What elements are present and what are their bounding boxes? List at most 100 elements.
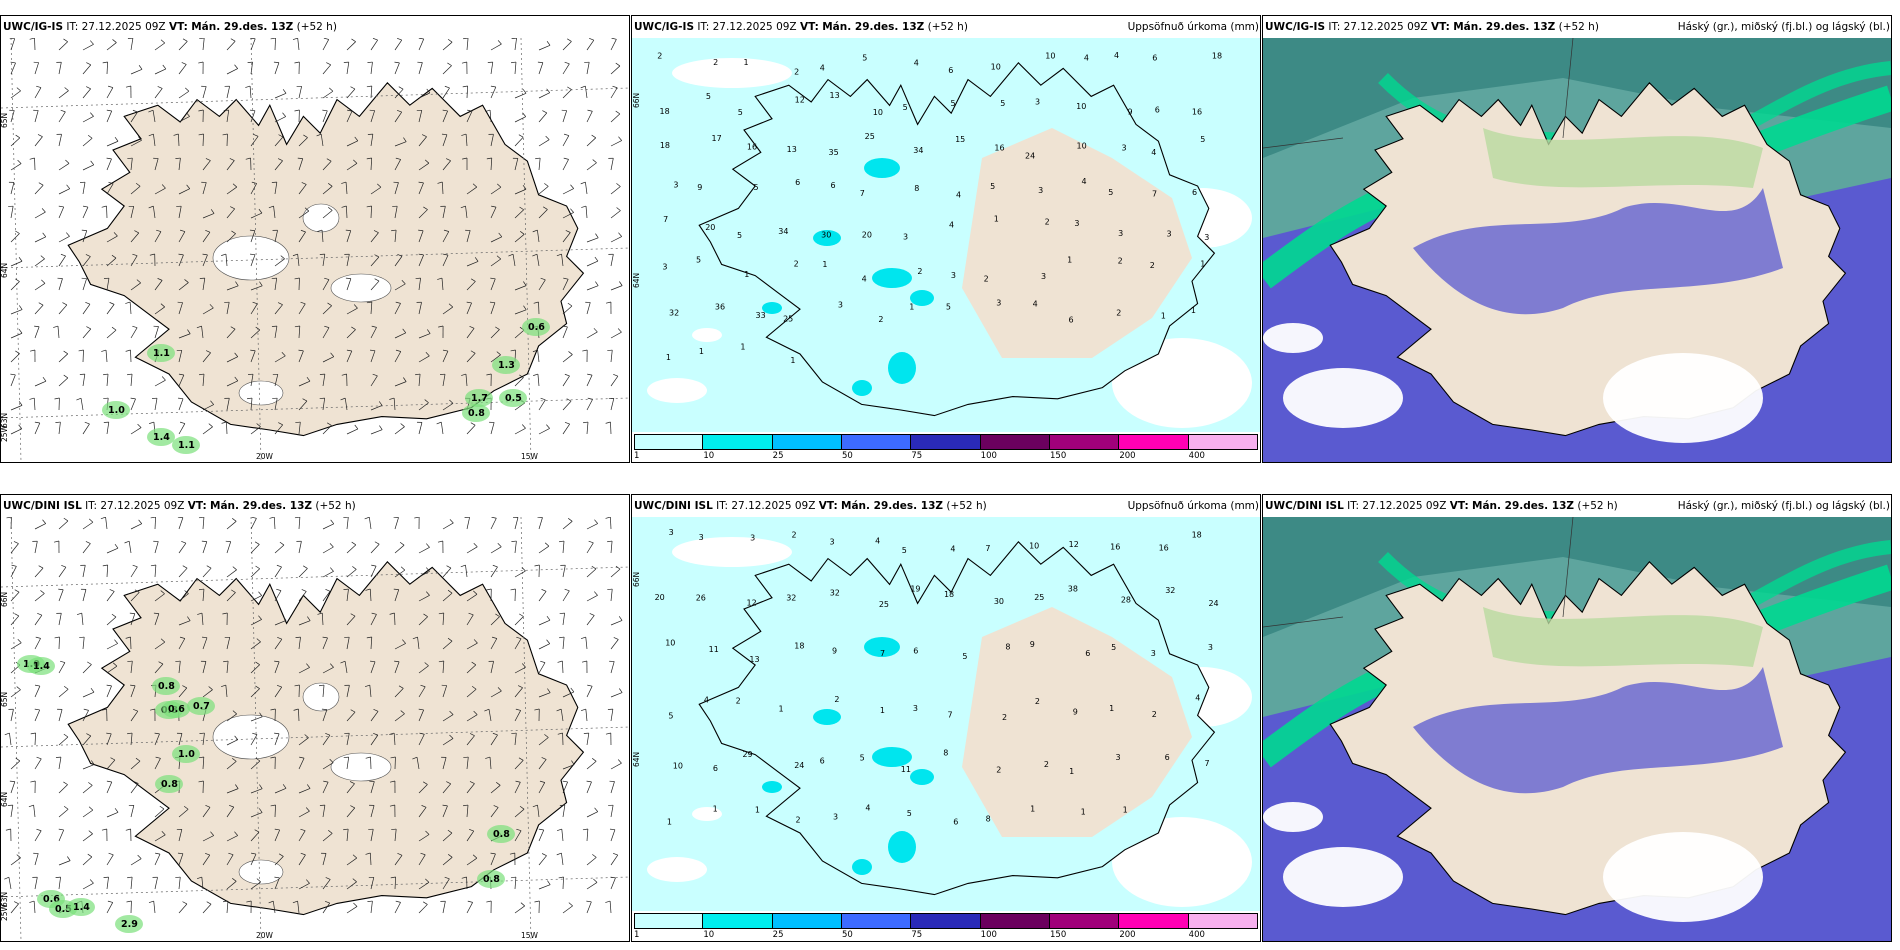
colorbar-swatch [911, 434, 981, 450]
init-time-label: IT: [66, 21, 79, 33]
wind-value-labels: 1.1 1.0 1.4 1.1 0.6 1.3 1.7 0.8 0.5 [102, 318, 550, 454]
precip-value: 2 [1035, 697, 1040, 706]
valid-time-label: VT: [818, 500, 838, 512]
valid-time-label: VT: [1449, 500, 1469, 512]
precip-value: 10 [673, 761, 683, 770]
precip-rate-label: 0.5 [505, 393, 522, 404]
precip-rate-label: 1.1 [178, 440, 195, 451]
wind-map-panel[interactable]: UWC/DINI ISL IT: 27.12.2025 09Z VT: Mán.… [0, 494, 630, 942]
wind-map-panel[interactable]: UWC/IG-IS IT: 27.12.2025 09Z VT: Mán. 29… [0, 15, 630, 463]
precip-value: 13 [787, 145, 797, 154]
colorbar-tick-label: 75 [911, 451, 923, 461]
precip-value: 7 [985, 544, 990, 553]
init-time-label: IT: [716, 500, 729, 512]
colorbar-swatch [703, 434, 773, 450]
colorbar-tick-label: 25 [772, 930, 784, 940]
low-cloud-over-land [1413, 667, 1783, 794]
lat-label: 64N [632, 752, 641, 767]
colorbar-tick-label: 10 [703, 930, 715, 940]
lat-label: 63N [1, 892, 9, 907]
precip-value: 6 [1192, 188, 1197, 197]
graticule [1, 38, 629, 462]
precip-value: 4 [865, 803, 870, 812]
lat-label: 66N [632, 572, 641, 587]
precip-value: 9 [1030, 640, 1035, 649]
precip-value: 3 [830, 538, 835, 547]
lon-label: 25W [1, 424, 9, 442]
colorbar-swatch [772, 913, 842, 929]
precip-rate-blob [462, 404, 490, 422]
precip-value: 1 [822, 260, 827, 269]
colorbar-tick-label: 1 [634, 930, 640, 940]
precip-map-panel[interactable]: UWC/IG-IS IT: 27.12.2025 09Z VT: Mán. 29… [631, 15, 1261, 463]
cloud-map-panel[interactable]: UWC/DINI ISL IT: 27.12.2025 09Z VT: Mán.… [1262, 494, 1892, 942]
precip-value: 10 [991, 62, 1001, 71]
precip-rate-label: 0.6 [43, 894, 60, 905]
clear-sky-area [1603, 353, 1763, 443]
colorbar-swatch [842, 913, 912, 929]
precip-value: 6 [1152, 53, 1157, 62]
valid-time-value: Mán. 29.des. 13Z [210, 500, 313, 512]
precip-value: 4 [1033, 299, 1038, 308]
precip-value: 32 [669, 308, 679, 317]
precip-value: 2 [657, 52, 662, 61]
precip-value: 12 [1069, 540, 1079, 549]
heavy-precip-area [852, 859, 872, 875]
precip-value: 1 [744, 270, 749, 279]
precip-value: 5 [1000, 99, 1005, 108]
precip-value: 7 [663, 215, 668, 224]
precip-value: 1 [699, 347, 704, 356]
precip-value: 8 [914, 184, 919, 193]
precip-colorbar: 1 10 25 50 75 100 150 200 400 [632, 432, 1260, 462]
precip-value: 7 [1152, 189, 1157, 198]
precip-value: 16 [1192, 107, 1202, 116]
low-cloud-over-land [1413, 188, 1783, 315]
precip-rate-blob [67, 898, 95, 916]
cloud-map-panel[interactable]: UWC/IG-IS IT: 27.12.2025 09Z VT: Mán. 29… [1262, 15, 1892, 463]
colorbar-tick-label: 50 [842, 930, 853, 940]
precip-rate-blob [172, 436, 200, 454]
colorbar-swatch [1119, 913, 1189, 929]
colorbar-tick-label: 150 [1050, 930, 1067, 940]
precip-value: 13 [749, 655, 759, 664]
precip-value: 32 [786, 593, 796, 602]
precip-value: 5 [962, 652, 967, 661]
precip-value: 25 [865, 132, 875, 141]
lat-label: 65N [1, 692, 9, 707]
precip-value: 6 [1068, 316, 1073, 325]
lat-label: 64N [632, 273, 641, 288]
precip-value: 30 [821, 231, 831, 240]
precip-map-panel[interactable]: UWC/DINI ISL IT: 27.12.2025 09Z VT: Mán.… [631, 494, 1261, 942]
iceland-coastline [67, 81, 585, 437]
clear-sky-area [1263, 323, 1323, 353]
precip-value: 5 [860, 753, 865, 762]
valid-time-label: VT: [168, 21, 188, 33]
precip-colorbar: 1 10 25 50 75 100 150 200 400 [632, 911, 1260, 941]
lon-label: 15W [521, 931, 539, 940]
lead-time: (+52 h) [296, 21, 337, 33]
precip-rate-blob [522, 318, 550, 336]
precip-value: 2 [794, 259, 799, 268]
heavy-precip-area [762, 302, 782, 314]
precip-value: 26 [696, 594, 706, 603]
panel-title: Uppsöfnuð úrkoma (mm) [1127, 500, 1259, 512]
precip-value: 4 [1151, 148, 1156, 157]
precip-value: 1 [779, 705, 784, 714]
precip-rate-label: 0.8 [483, 874, 500, 885]
precip-value: 18 [660, 107, 670, 116]
precip-rate-blob [152, 677, 180, 695]
precip-value: 6 [1085, 649, 1090, 658]
precip-rate-blob [487, 825, 515, 843]
precip-value: 29 [742, 750, 752, 759]
precip-value: 3 [1074, 219, 1079, 228]
precip-value: 4 [914, 58, 919, 67]
precip-value: 20 [655, 593, 665, 602]
precip-value: 5 [696, 255, 701, 264]
high-cloud-area [1263, 38, 1891, 158]
colorbar-tick-label: 400 [1188, 451, 1205, 461]
lon-label: 15W [521, 452, 539, 461]
